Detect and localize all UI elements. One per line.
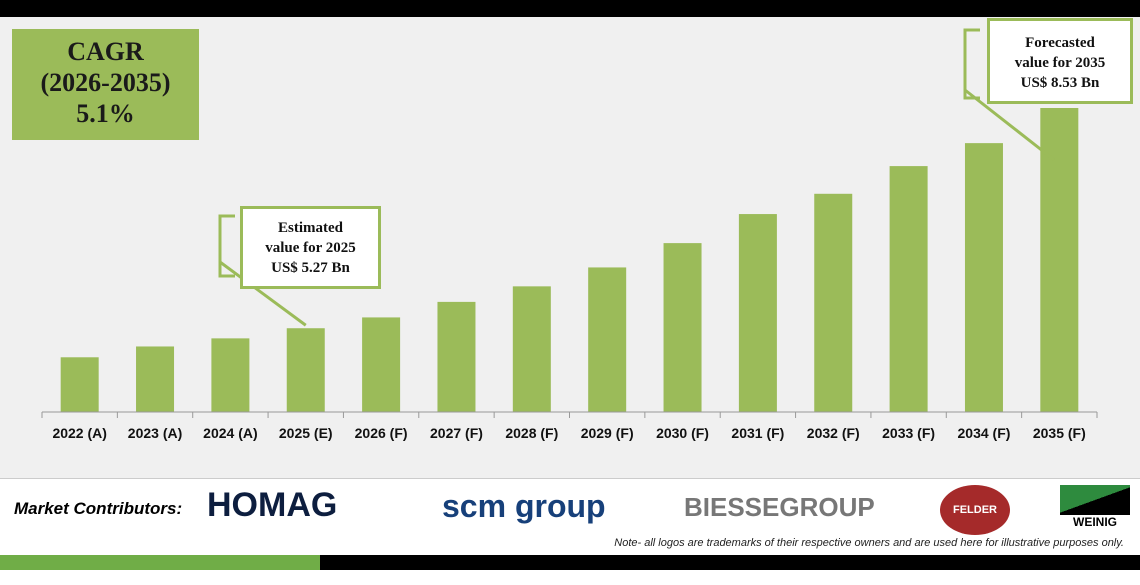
footer-green-strip — [0, 555, 320, 570]
biesse-group-logo: BIESSEGROUP — [684, 492, 875, 522]
weinig-text: WEINIG — [1073, 515, 1117, 529]
homag-logo: HOMAG — [207, 486, 338, 524]
cagr-value: 5.1% — [76, 99, 135, 128]
bar-2022-a- — [60, 357, 99, 412]
bar-2030-f- — [663, 243, 702, 412]
x-tick-label: 2025 (E) — [279, 425, 333, 441]
weinig-logo: WEINIG — [1060, 485, 1130, 533]
x-tick-label: 2023 (A) — [128, 425, 182, 441]
x-tick-label: 2030 (F) — [656, 425, 709, 441]
cagr-box: CAGR (2026-2035) 5.1% — [12, 29, 199, 140]
x-tick-label: 2031 (F) — [731, 425, 784, 441]
callout-2025-line1: Estimated — [278, 220, 343, 236]
bar-2029-f- — [588, 267, 627, 412]
x-tick-label: 2032 (F) — [807, 425, 860, 441]
footer-black-strip — [320, 555, 1140, 570]
x-tick-label: 2033 (F) — [882, 425, 935, 441]
callout-2035-leader — [964, 88, 1056, 162]
callout-2035-line1: Forecasted — [1025, 35, 1095, 51]
title-bar — [0, 0, 1140, 17]
weinig-mark-icon — [1060, 485, 1130, 515]
x-tick-label: 2022 (A) — [52, 425, 106, 441]
x-tick-label: 2024 (A) — [203, 425, 257, 441]
x-tick-label: 2029 (F) — [581, 425, 634, 441]
callout-2035-value: US$ 8.53 Bn — [1020, 75, 1100, 91]
bar-chart: 2022 (A) 2023 (A) 2024 (A) 2025 (E) 2026 (F)… — [41, 28, 1098, 441]
cagr-period: (2026-2035) — [40, 68, 171, 97]
bar-2034-f- — [964, 143, 1003, 412]
bar-2026-f- — [362, 317, 401, 412]
x-tick-label: 2027 (F) — [430, 425, 483, 441]
bar-2027-f- — [437, 301, 476, 412]
bar-2035-f- — [1040, 108, 1079, 412]
callout-2035: Forecasted value for 2035 US$ 8.53 Bn — [987, 18, 1133, 104]
bar-2033-f- — [889, 166, 928, 412]
callout-2035-line2: value for 2035 — [1014, 55, 1106, 71]
callout-2025-line2: value for 2025 — [265, 240, 356, 256]
callout-2025-bracket — [218, 214, 235, 278]
bar-2023-a- — [136, 346, 175, 412]
callout-2025-value: US$ 5.27 Bn — [271, 260, 350, 276]
x-tick-label: 2034 (F) — [958, 425, 1011, 441]
trademark-note: Note- all logos are trademarks of their … — [614, 537, 1124, 549]
callout-2035-bracket — [963, 28, 980, 100]
bar-2024-a- — [211, 338, 250, 412]
cagr-label: CAGR — [67, 37, 144, 66]
x-tick-label: 2026 (F) — [355, 425, 408, 441]
bar-2032-f- — [814, 193, 853, 412]
bar-2031-f- — [738, 214, 777, 412]
scm-group-logo: scm group — [442, 488, 606, 524]
callout-2025: Estimated value for 2025 US$ 5.27 Bn — [240, 206, 381, 289]
felder-group-logo: FELDER GROUP — [940, 485, 1010, 566]
bar-2025-e- — [286, 328, 325, 412]
callout-2025-leader — [219, 260, 307, 327]
x-tick-label: 2035 (F) — [1033, 425, 1086, 441]
x-tick-label: 2028 (F) — [505, 425, 558, 441]
contributors-label: Market Contributors: — [14, 499, 183, 518]
bar-2028-f- — [512, 286, 551, 412]
